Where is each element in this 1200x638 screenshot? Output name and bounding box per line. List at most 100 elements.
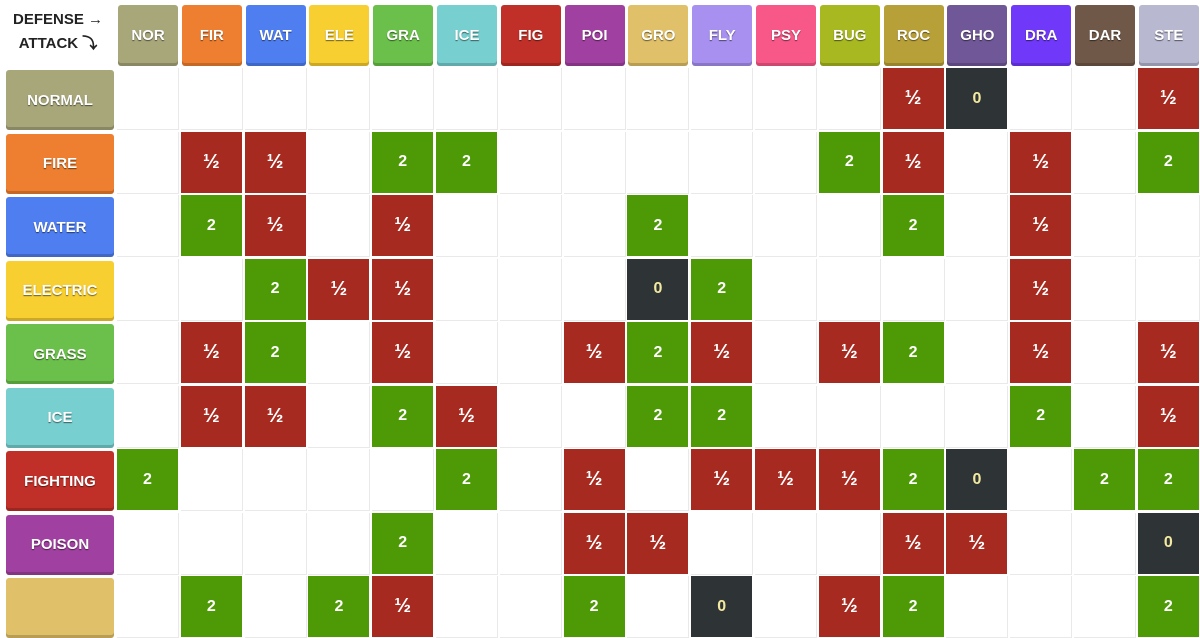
effectiveness-cell: 2 bbox=[1010, 385, 1073, 448]
effectiveness-cell: ½ bbox=[180, 131, 243, 194]
effectiveness-cell bbox=[1137, 258, 1200, 321]
effectiveness-cell: ½ bbox=[691, 322, 754, 384]
effectiveness-cell bbox=[1074, 576, 1136, 638]
effectiveness-cell bbox=[946, 258, 1009, 321]
effectiveness-cell: 2 bbox=[627, 385, 690, 448]
effectiveness-cell bbox=[1074, 385, 1136, 448]
effectiveness-cell: 2 bbox=[244, 322, 307, 384]
effectiveness-cell bbox=[1074, 512, 1136, 575]
effectiveness-cell bbox=[755, 385, 817, 448]
effectiveness-cell bbox=[691, 195, 754, 257]
effectiveness-cell bbox=[818, 258, 881, 321]
effectiveness-cell bbox=[755, 576, 817, 638]
effectiveness-cell: ½ bbox=[372, 258, 435, 321]
effectiveness-cell bbox=[117, 258, 179, 321]
effectiveness-cell bbox=[308, 385, 371, 448]
effectiveness-cell bbox=[180, 512, 243, 575]
attack-type-water: WATER bbox=[6, 197, 114, 257]
effectiveness-cell bbox=[308, 68, 371, 130]
effectiveness-cell bbox=[691, 68, 754, 130]
effectiveness-cell bbox=[372, 68, 435, 130]
effectiveness-cell: 2 bbox=[180, 576, 243, 638]
effectiveness-cell: 0 bbox=[1137, 512, 1200, 575]
effectiveness-cell: 0 bbox=[627, 258, 690, 321]
defense-type-bug: BUG bbox=[819, 5, 880, 66]
effectiveness-cell: 2 bbox=[180, 195, 243, 257]
effectiveness-cell bbox=[691, 512, 754, 575]
effectiveness-cell bbox=[244, 576, 307, 638]
defense-type-dra: DRA bbox=[1011, 5, 1072, 66]
effectiveness-cell bbox=[117, 68, 179, 130]
effectiveness-cell bbox=[946, 576, 1009, 638]
effectiveness-cell bbox=[1010, 512, 1073, 575]
corner-legend: DEFENSE → ATTACK ⤵ bbox=[0, 0, 116, 68]
effectiveness-cell bbox=[755, 322, 817, 384]
effectiveness-cell bbox=[1074, 258, 1136, 321]
effectiveness-cell: 2 bbox=[1137, 449, 1200, 511]
effectiveness-cell bbox=[436, 576, 498, 638]
attack-type-fire: FIRE bbox=[6, 133, 114, 194]
effectiveness-cell: 2 bbox=[882, 195, 945, 257]
effectiveness-cell: ½ bbox=[1137, 322, 1200, 384]
effectiveness-cell: ½ bbox=[244, 131, 307, 194]
effectiveness-cell bbox=[755, 131, 817, 194]
effectiveness-cell bbox=[1010, 68, 1073, 130]
effectiveness-cell: ½ bbox=[563, 449, 626, 511]
effectiveness-cell bbox=[563, 68, 626, 130]
effectiveness-cell bbox=[1137, 195, 1200, 257]
effectiveness-cell bbox=[499, 449, 562, 511]
defense-type-fig: FIG bbox=[500, 5, 561, 66]
effectiveness-cell bbox=[946, 385, 1009, 448]
effectiveness-cell: ½ bbox=[372, 195, 435, 257]
effectiveness-cell: 0 bbox=[946, 449, 1009, 511]
effectiveness-cell: ½ bbox=[627, 512, 690, 575]
defense-type-gro: GRO bbox=[628, 5, 689, 66]
defense-type-poi: POI bbox=[564, 5, 625, 66]
effectiveness-cell bbox=[499, 385, 562, 448]
effectiveness-cell: 2 bbox=[308, 576, 371, 638]
effectiveness-cell bbox=[308, 322, 371, 384]
effectiveness-cell bbox=[244, 512, 307, 575]
effectiveness-cell: ½ bbox=[818, 576, 881, 638]
attack-type-ice: ICE bbox=[6, 387, 114, 448]
effectiveness-cell bbox=[117, 385, 179, 448]
effectiveness-cell: 2 bbox=[372, 131, 435, 194]
effectiveness-cell: 2 bbox=[436, 449, 498, 511]
effectiveness-cell: 2 bbox=[117, 449, 179, 511]
effectiveness-cell: 2 bbox=[1074, 449, 1136, 511]
effectiveness-cell bbox=[436, 195, 498, 257]
effectiveness-cell bbox=[818, 512, 881, 575]
effectiveness-cell bbox=[818, 68, 881, 130]
effectiveness-cell bbox=[499, 322, 562, 384]
effectiveness-cell bbox=[244, 449, 307, 511]
defense-type-ice: ICE bbox=[437, 5, 497, 66]
effectiveness-cell bbox=[117, 576, 179, 638]
defense-type-gho: GHO bbox=[947, 5, 1008, 66]
effectiveness-cell bbox=[499, 512, 562, 575]
effectiveness-cell bbox=[627, 449, 690, 511]
effectiveness-cell bbox=[436, 68, 498, 130]
effectiveness-cell: ½ bbox=[563, 322, 626, 384]
effectiveness-cell: ½ bbox=[882, 68, 945, 130]
effectiveness-cell: ½ bbox=[1010, 195, 1073, 257]
effectiveness-cell bbox=[1074, 131, 1136, 194]
effectiveness-cell bbox=[180, 68, 243, 130]
effectiveness-cell: 2 bbox=[1137, 576, 1200, 638]
effectiveness-cell bbox=[117, 322, 179, 384]
effectiveness-cell bbox=[308, 449, 371, 511]
effectiveness-cell: ½ bbox=[882, 512, 945, 575]
effectiveness-cell: 2 bbox=[372, 512, 435, 575]
attack-type-poison: POISON bbox=[6, 514, 114, 575]
attack-type-fighting: FIGHTING bbox=[6, 451, 114, 511]
effectiveness-cell: ½ bbox=[946, 512, 1009, 575]
effectiveness-cell: ½ bbox=[1010, 131, 1073, 194]
effectiveness-cell: ½ bbox=[244, 195, 307, 257]
effectiveness-cell bbox=[1074, 68, 1136, 130]
effectiveness-cell bbox=[436, 512, 498, 575]
effectiveness-cell bbox=[117, 195, 179, 257]
effectiveness-cell bbox=[244, 68, 307, 130]
effectiveness-cell bbox=[946, 322, 1009, 384]
defense-type-gra: GRA bbox=[373, 5, 434, 66]
effectiveness-cell: ½ bbox=[755, 449, 817, 511]
